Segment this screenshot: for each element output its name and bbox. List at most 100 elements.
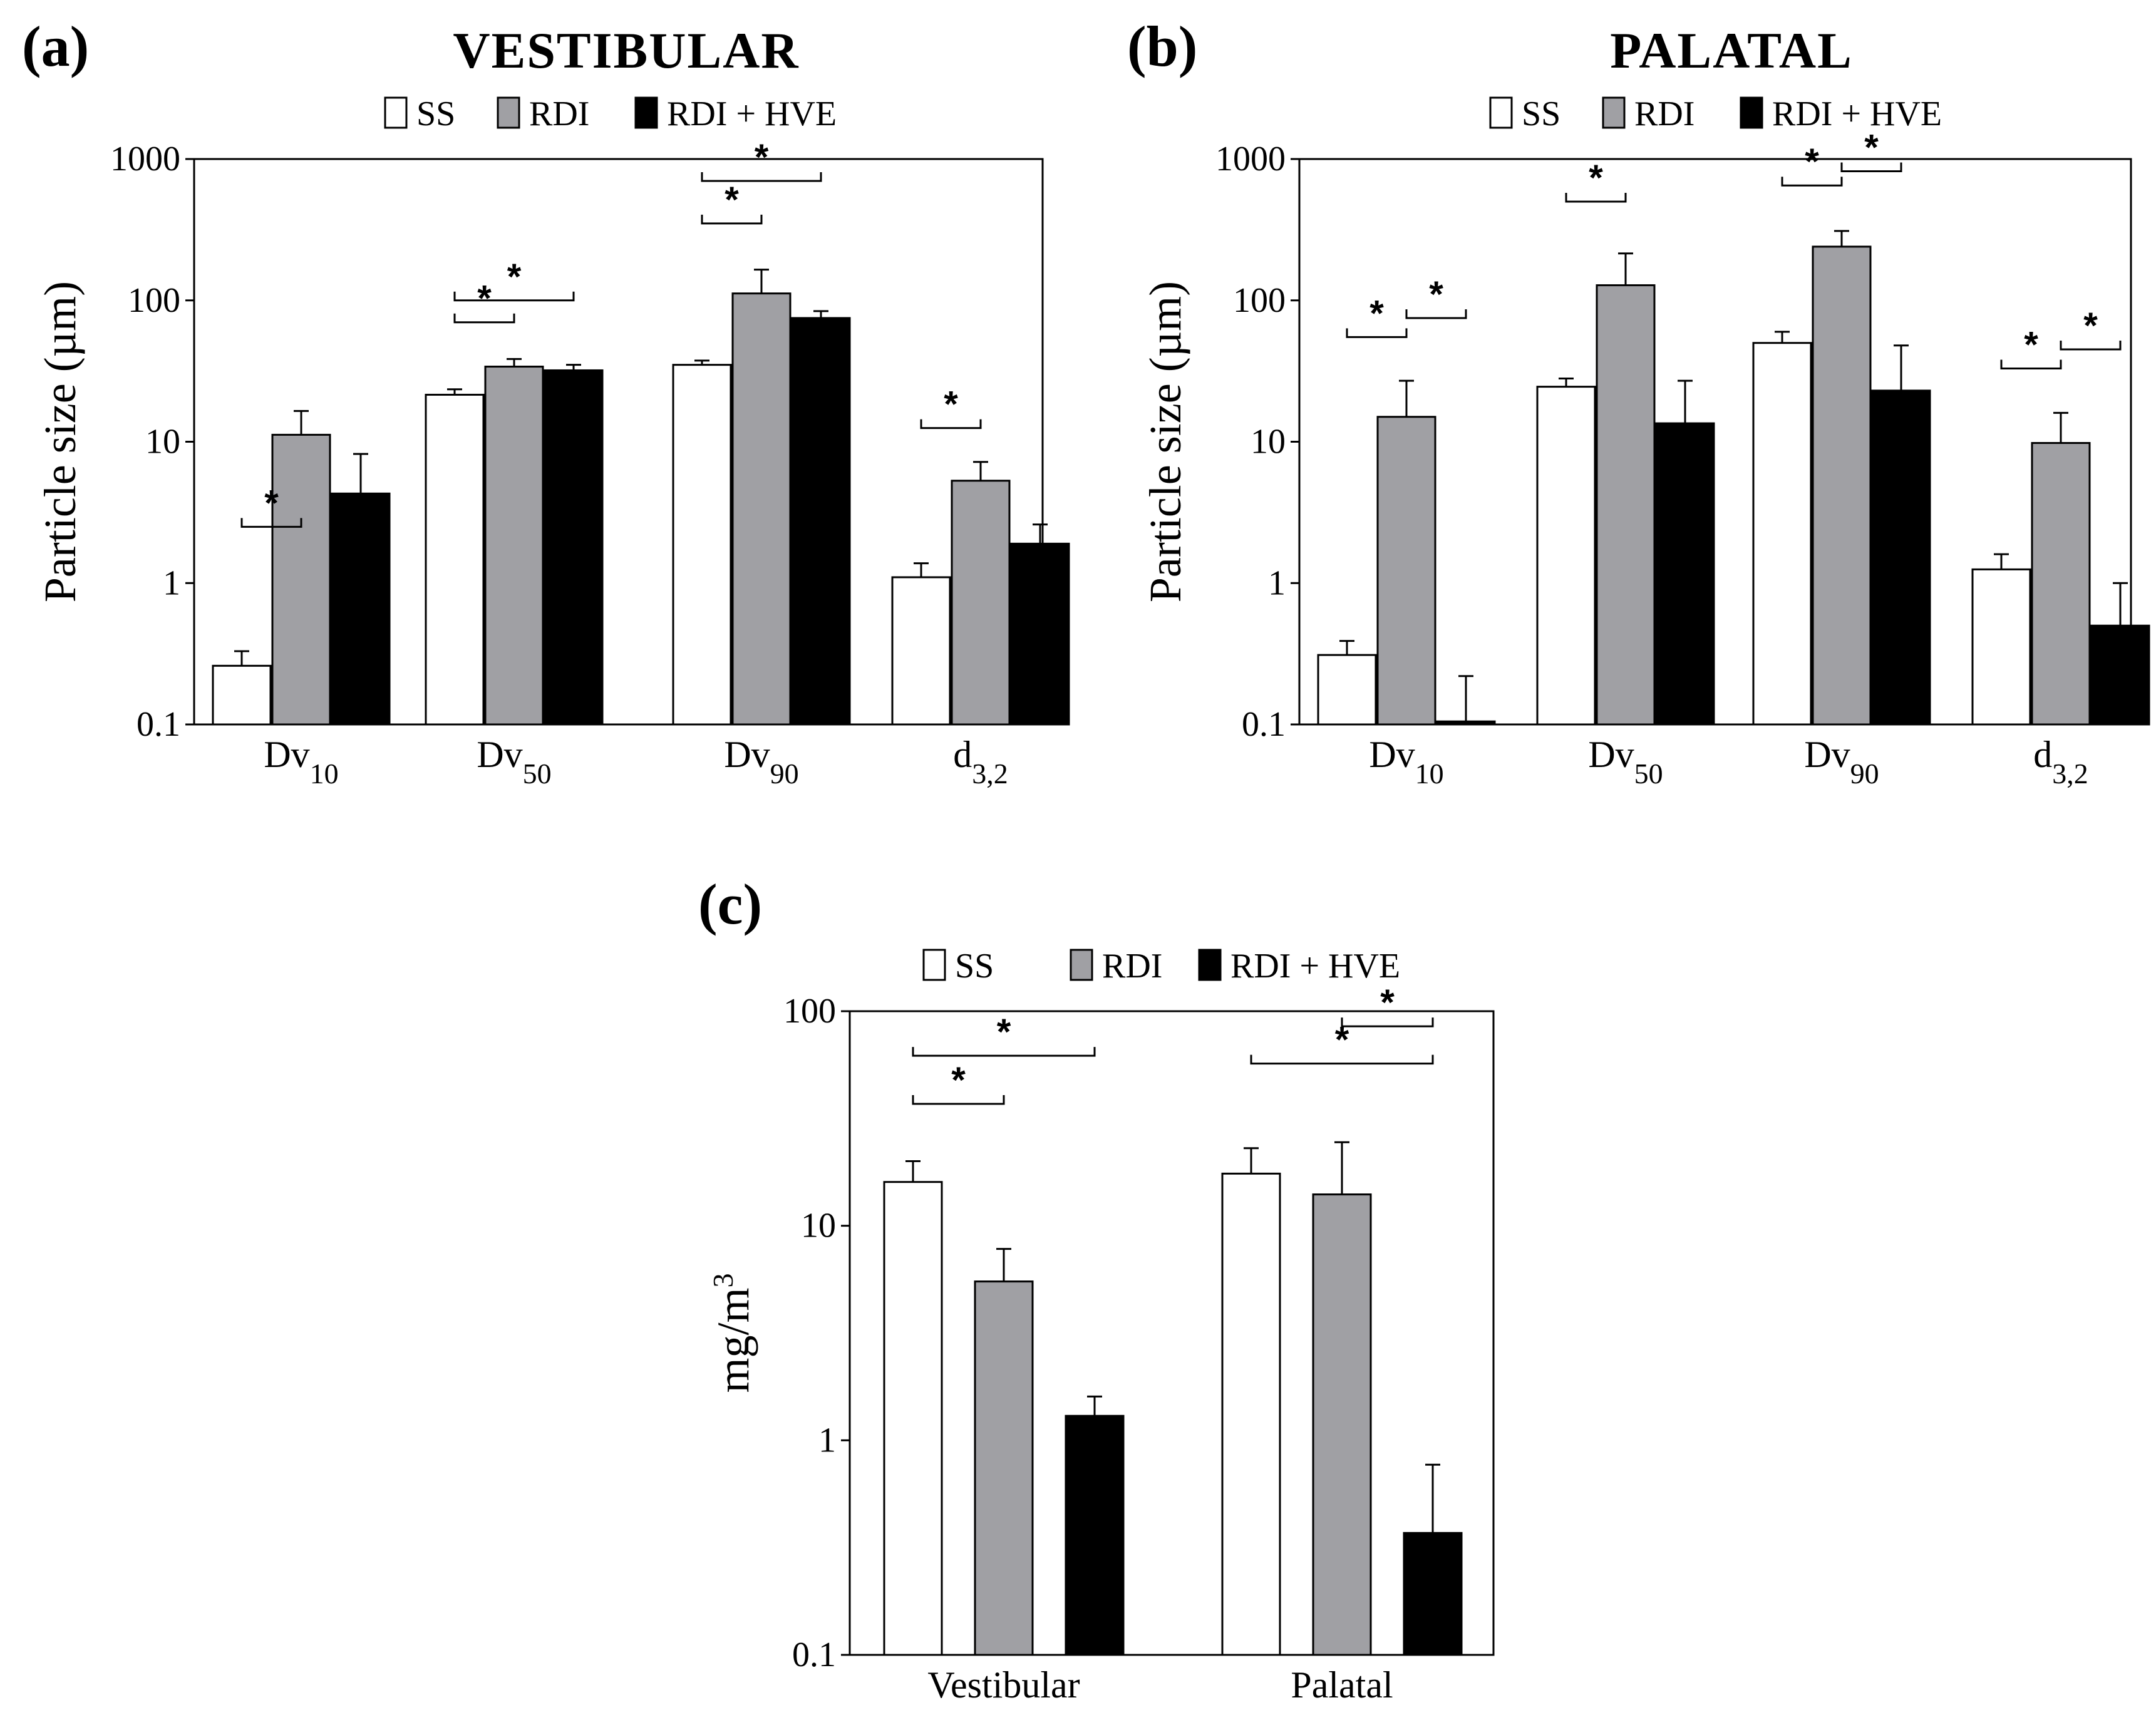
significance-bracket: [1250, 1054, 1434, 1065]
bar: [891, 576, 951, 726]
bar: [212, 664, 272, 726]
significance-star: *: [951, 1060, 966, 1101]
y-tick-label: 100: [783, 992, 836, 1031]
legend-label: SS: [1522, 95, 1560, 133]
y-tick-label: 0.1: [1242, 705, 1286, 744]
bar: [672, 364, 732, 726]
x-tick-label: Dv90: [724, 734, 798, 790]
significance-bracket: [920, 419, 982, 430]
bar: [1871, 389, 1931, 726]
bar: [1065, 1414, 1125, 1656]
x-tick-label: d3,2: [953, 734, 1008, 790]
legend-label: RDI + HVE: [1772, 95, 1942, 133]
bar: [271, 433, 331, 726]
bar: [951, 480, 1011, 726]
legend-swatch: [384, 96, 408, 129]
panel-letter: (a): [22, 14, 89, 78]
y-tick-label: 1: [163, 564, 180, 602]
legend-swatch: [1489, 96, 1513, 129]
significance-bracket: [701, 214, 763, 225]
plot-frame: [848, 1010, 1495, 1656]
bar: [1655, 422, 1715, 726]
significance-bracket: [1341, 1017, 1434, 1027]
y-tick-label: 1000: [110, 140, 180, 178]
y-tick-label: 1: [818, 1421, 836, 1460]
bar: [544, 369, 604, 726]
legend-swatch: [1070, 949, 1093, 981]
legend-label: RDI + HVE: [1230, 947, 1400, 986]
significance-bracket: [1565, 192, 1627, 203]
significance-star: *: [725, 180, 739, 220]
significance-star: *: [1864, 127, 1879, 168]
y-tick-label: 1000: [1215, 140, 1286, 178]
bar: [1752, 342, 1812, 726]
legend-label: SS: [416, 95, 455, 133]
significance-bracket: [2060, 341, 2122, 351]
bar: [2090, 624, 2150, 726]
bar: [1596, 284, 1656, 726]
bar: [1971, 568, 2031, 726]
x-tick-label: Dv10: [1369, 734, 1443, 790]
significance-bracket: [453, 313, 515, 324]
bar: [331, 492, 391, 726]
significance-bracket: [1781, 177, 1843, 187]
bar: [1317, 654, 1377, 726]
chart-panel-0: (a) VESTIBULAR SS RDI RDI + HVE 0.1 1 10 100 1000…: [22, 14, 1070, 790]
x-tick-label: d3,2: [2033, 734, 2088, 790]
chart-title: PALATAL: [1610, 22, 1853, 79]
bar: [2031, 441, 2091, 726]
x-tick-label: Vestibular: [927, 1664, 1080, 1706]
legend-label: RDI: [1634, 95, 1694, 133]
significance-star: *: [1335, 1020, 1349, 1061]
significance-star: *: [755, 137, 769, 178]
significance-bracket: [1840, 162, 1902, 172]
significance-star: *: [2024, 324, 2038, 365]
y-tick-label: 100: [1233, 281, 1286, 320]
significance-bracket: [2000, 359, 2062, 369]
significance-star: *: [1369, 293, 1384, 334]
x-tick-label: Dv10: [264, 734, 338, 790]
significance-star: *: [2083, 306, 2098, 346]
panel-letter: (c): [698, 872, 762, 936]
y-axis-label: Particle size (µm): [35, 281, 85, 602]
bar: [1403, 1532, 1463, 1656]
bar: [425, 393, 485, 726]
y-tick-label: 10: [1251, 423, 1286, 461]
legend-label: SS: [955, 947, 994, 986]
significance-bracket: [453, 291, 575, 302]
significance-bracket: [1405, 309, 1467, 319]
significance-star: *: [944, 384, 958, 425]
significance-star: *: [264, 483, 279, 523]
legend-swatch: [634, 96, 658, 129]
y-tick-label: 10: [145, 423, 180, 461]
y-axis-label: mg/m3: [707, 1273, 759, 1393]
chart-panel-1: (b) PALATAL SS RDI RDI + HVE 0.1 1 10 100 1000 Par…: [1127, 14, 2150, 790]
chart-title: VESTIBULAR: [453, 22, 799, 79]
panel-letter: (b): [1127, 14, 1197, 78]
x-tick-label: Dv50: [1588, 734, 1663, 790]
significance-star: *: [997, 1012, 1011, 1053]
bar: [1812, 245, 1872, 726]
bar: [1436, 720, 1496, 726]
significance-star: *: [1380, 982, 1395, 1023]
significance-star: *: [507, 257, 522, 297]
legend-label: RDI: [529, 95, 589, 133]
bar: [484, 366, 544, 726]
legend-swatch: [1740, 96, 1763, 129]
significance-bracket: [240, 518, 302, 528]
bar: [883, 1181, 943, 1656]
legend-label: RDI + HVE: [667, 95, 837, 133]
significance-star: *: [1805, 142, 1819, 182]
significance-star: *: [1429, 274, 1443, 315]
x-tick-label: Dv90: [1804, 734, 1879, 790]
y-tick-label: 100: [128, 281, 180, 320]
bar: [791, 317, 851, 726]
significance-bracket: [701, 172, 822, 182]
legend-swatch: [1602, 96, 1626, 129]
x-tick-label: Palatal: [1291, 1664, 1393, 1706]
bar: [1010, 542, 1070, 726]
legend-swatch: [497, 96, 520, 129]
x-tick-label: Dv50: [477, 734, 551, 790]
bar: [1536, 386, 1596, 726]
